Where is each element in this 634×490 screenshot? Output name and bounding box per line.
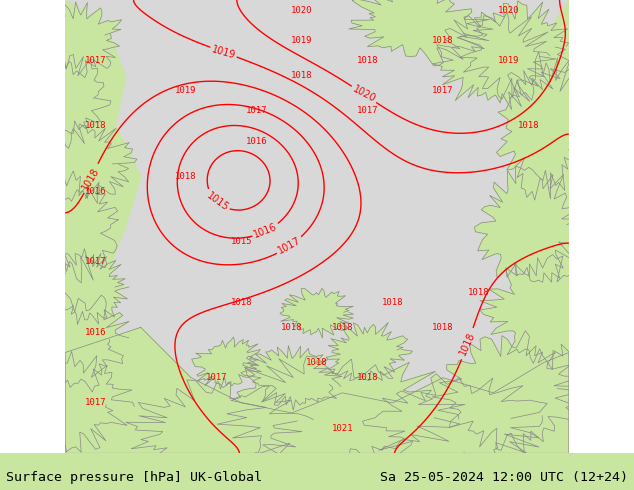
Polygon shape (432, 331, 583, 454)
Polygon shape (363, 374, 547, 474)
Polygon shape (480, 255, 604, 369)
Text: 1018: 1018 (231, 297, 252, 307)
Text: 1016: 1016 (85, 328, 106, 337)
Text: 1015: 1015 (231, 237, 252, 246)
Polygon shape (326, 322, 412, 381)
Polygon shape (457, 1, 577, 100)
Text: 1018: 1018 (432, 323, 454, 332)
Text: 1017: 1017 (85, 398, 106, 407)
Text: 1018: 1018 (332, 323, 353, 332)
Text: 1017: 1017 (85, 257, 106, 267)
Text: 1018: 1018 (281, 323, 302, 332)
Text: 1017: 1017 (205, 373, 227, 382)
Text: 1019: 1019 (210, 44, 236, 60)
Polygon shape (349, 0, 493, 66)
Text: 1018: 1018 (467, 288, 489, 296)
Text: 1018: 1018 (306, 358, 328, 367)
Text: 1018: 1018 (382, 297, 403, 307)
Polygon shape (241, 345, 342, 410)
Text: 1018: 1018 (356, 56, 378, 65)
Text: 1020: 1020 (351, 84, 377, 104)
Text: 1021: 1021 (332, 423, 353, 433)
Polygon shape (43, 248, 129, 324)
Text: 1018: 1018 (458, 331, 477, 357)
Polygon shape (508, 0, 569, 453)
Text: 1015: 1015 (204, 191, 230, 214)
Polygon shape (29, 2, 122, 77)
Text: 1017: 1017 (276, 236, 302, 256)
Polygon shape (496, 52, 595, 200)
Text: 1016: 1016 (246, 137, 268, 146)
Text: 1019: 1019 (176, 86, 197, 95)
Text: 1018: 1018 (518, 122, 540, 130)
Text: 1018: 1018 (85, 122, 106, 130)
Polygon shape (217, 356, 465, 478)
Polygon shape (22, 54, 111, 148)
Text: 1018: 1018 (81, 166, 101, 192)
Text: 1020: 1020 (291, 5, 313, 15)
Polygon shape (474, 166, 587, 282)
Polygon shape (20, 169, 119, 283)
Text: 1017: 1017 (356, 106, 378, 115)
Polygon shape (65, 0, 141, 453)
Text: 1016: 1016 (85, 187, 106, 196)
Text: 1018: 1018 (356, 373, 378, 382)
Text: 1016: 1016 (252, 222, 279, 240)
Polygon shape (21, 293, 129, 392)
Polygon shape (126, 380, 313, 478)
Polygon shape (192, 337, 261, 389)
Text: 1017: 1017 (85, 56, 106, 65)
Text: 1019: 1019 (291, 36, 313, 45)
Text: 1018: 1018 (291, 71, 313, 80)
Polygon shape (432, 12, 556, 109)
Polygon shape (7, 351, 134, 452)
Text: 1020: 1020 (498, 5, 519, 15)
Text: Surface pressure [hPa] UK-Global: Surface pressure [hPa] UK-Global (6, 470, 262, 484)
Polygon shape (280, 288, 353, 338)
Text: Sa 25-05-2024 12:00 UTC (12+24): Sa 25-05-2024 12:00 UTC (12+24) (380, 470, 628, 484)
Text: 1019: 1019 (498, 56, 519, 65)
Text: 1017: 1017 (432, 86, 454, 95)
Polygon shape (24, 121, 137, 203)
Text: 1018: 1018 (176, 172, 197, 181)
Text: 1017: 1017 (246, 106, 268, 115)
Polygon shape (65, 327, 569, 453)
Text: 1018: 1018 (432, 36, 454, 45)
